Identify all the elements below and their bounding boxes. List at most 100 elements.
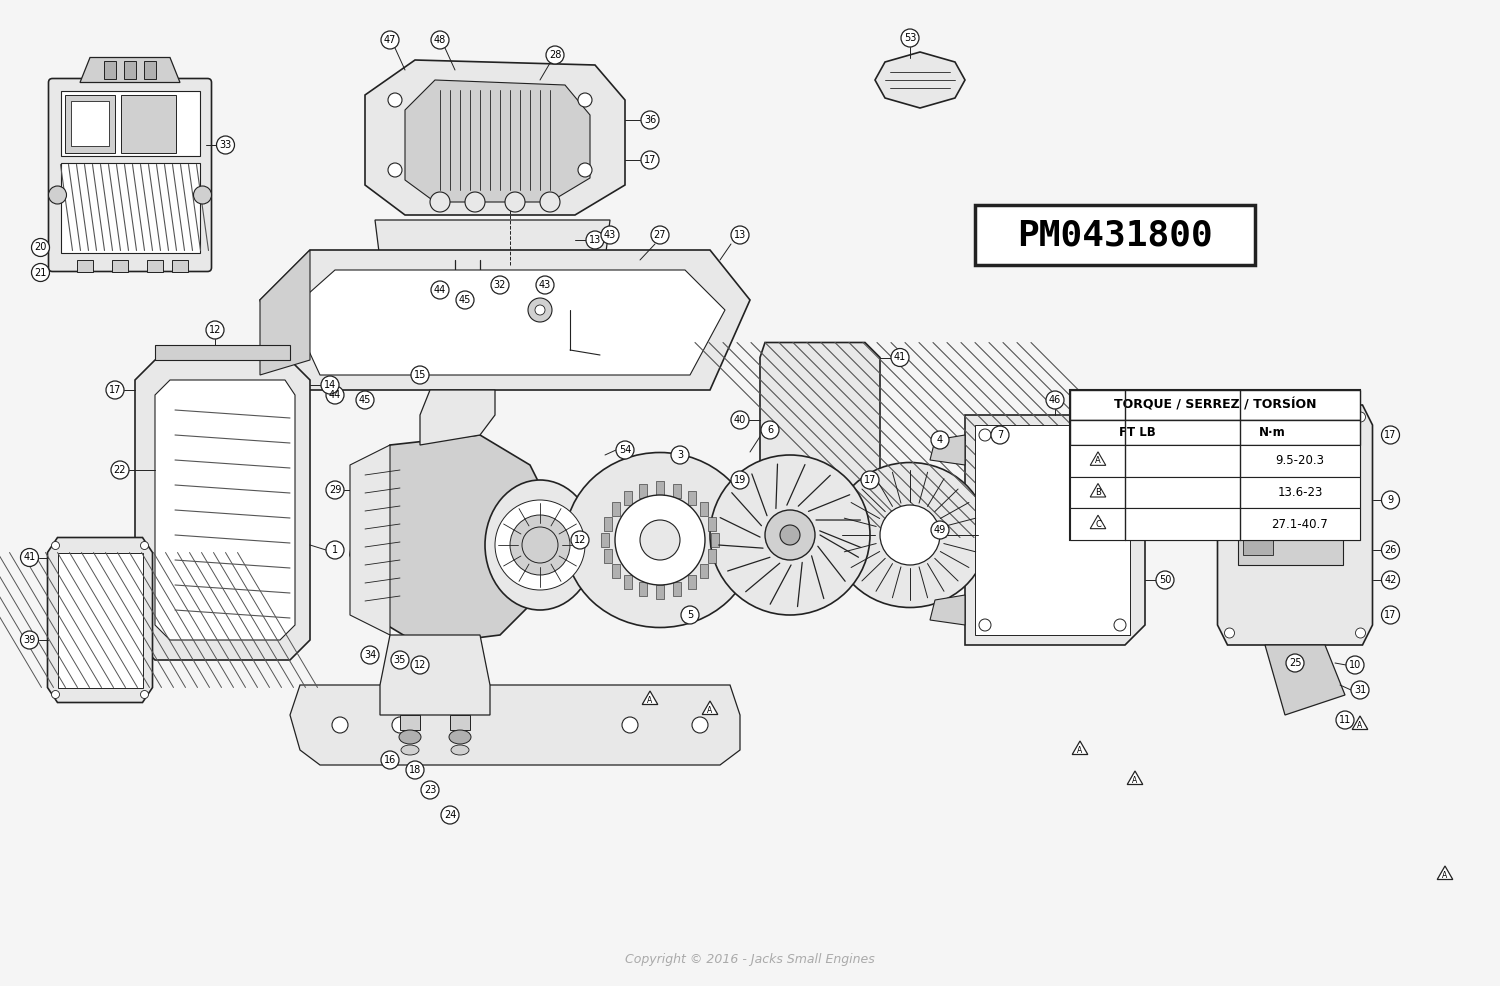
Bar [172, 259, 188, 271]
Text: 4: 4 [938, 435, 944, 445]
Circle shape [21, 548, 39, 567]
Circle shape [111, 461, 129, 479]
Circle shape [141, 541, 148, 549]
Circle shape [1156, 521, 1174, 539]
Text: 28: 28 [549, 50, 561, 60]
Circle shape [1346, 656, 1364, 674]
Circle shape [546, 46, 564, 64]
Circle shape [381, 31, 399, 49]
Circle shape [32, 239, 50, 256]
Text: 15: 15 [414, 370, 426, 380]
Text: 45: 45 [459, 295, 471, 305]
Circle shape [1382, 541, 1400, 559]
Text: 13: 13 [734, 230, 746, 240]
Circle shape [411, 366, 429, 384]
Text: 6: 6 [766, 425, 772, 435]
Circle shape [51, 690, 60, 698]
Bar [602, 533, 609, 547]
Text: 16: 16 [384, 755, 396, 765]
Polygon shape [135, 360, 310, 660]
Circle shape [206, 321, 224, 339]
Ellipse shape [566, 453, 754, 627]
Ellipse shape [448, 730, 471, 744]
Bar [688, 491, 696, 505]
Polygon shape [1090, 483, 1106, 497]
Bar [144, 60, 156, 79]
Circle shape [586, 231, 604, 249]
Bar [400, 715, 420, 730]
Bar [1070, 476, 1360, 509]
Bar [624, 575, 632, 589]
Bar [624, 491, 632, 505]
Text: TORQUE / SERREZ / TORSÍON: TORQUE / SERREZ / TORSÍON [1113, 398, 1317, 411]
Circle shape [430, 192, 450, 212]
Circle shape [1156, 571, 1174, 589]
Circle shape [1382, 491, 1400, 509]
Text: 48: 48 [433, 35, 445, 45]
Text: 12: 12 [414, 660, 426, 670]
Ellipse shape [495, 500, 585, 590]
Circle shape [332, 717, 348, 733]
Polygon shape [290, 685, 740, 765]
Text: 17: 17 [864, 475, 876, 485]
Circle shape [388, 163, 402, 177]
Circle shape [490, 276, 508, 294]
Text: 42: 42 [1384, 575, 1396, 585]
Text: 39: 39 [24, 635, 36, 645]
Circle shape [540, 192, 560, 212]
Circle shape [622, 717, 638, 733]
Circle shape [51, 541, 60, 549]
Text: A: A [1132, 776, 1137, 786]
Text: 43: 43 [538, 280, 550, 290]
Circle shape [194, 186, 211, 204]
Bar [975, 205, 1256, 265]
Circle shape [1114, 619, 1126, 631]
Circle shape [730, 411, 748, 429]
Bar [70, 101, 108, 146]
Ellipse shape [399, 730, 422, 744]
Text: 54: 54 [620, 445, 632, 455]
Circle shape [578, 93, 592, 107]
Text: 49: 49 [934, 525, 946, 535]
Text: 43: 43 [604, 230, 616, 240]
Text: 40: 40 [734, 415, 746, 425]
Text: 22: 22 [114, 465, 126, 475]
Bar [639, 483, 646, 498]
Text: A: A [708, 706, 712, 716]
Bar [656, 481, 664, 495]
Ellipse shape [510, 515, 570, 575]
Text: B: B [1095, 488, 1101, 497]
Text: 45: 45 [358, 395, 370, 405]
Bar [612, 564, 620, 578]
Circle shape [430, 31, 448, 49]
Circle shape [730, 471, 748, 489]
Circle shape [326, 541, 344, 559]
Circle shape [980, 429, 992, 441]
Bar [1070, 420, 1360, 445]
Text: 50: 50 [1160, 575, 1172, 585]
Text: 31: 31 [1354, 685, 1366, 695]
Circle shape [692, 717, 708, 733]
Circle shape [681, 606, 699, 624]
Text: 12: 12 [574, 535, 586, 545]
Text: 25: 25 [1288, 658, 1300, 668]
Text: 13: 13 [590, 235, 602, 245]
Polygon shape [350, 435, 550, 645]
Text: 14: 14 [324, 380, 336, 390]
Circle shape [880, 505, 940, 565]
Text: 10: 10 [1348, 660, 1360, 670]
Bar [1238, 485, 1342, 565]
Polygon shape [405, 80, 590, 202]
Bar [450, 715, 470, 730]
Circle shape [32, 263, 50, 281]
Circle shape [730, 226, 748, 244]
Bar [57, 552, 142, 687]
Circle shape [21, 631, 39, 649]
Bar [1070, 390, 1360, 540]
Circle shape [616, 441, 634, 459]
Circle shape [1224, 628, 1234, 638]
Circle shape [506, 192, 525, 212]
Circle shape [640, 520, 680, 560]
Text: 47: 47 [384, 35, 396, 45]
Bar [112, 259, 128, 271]
